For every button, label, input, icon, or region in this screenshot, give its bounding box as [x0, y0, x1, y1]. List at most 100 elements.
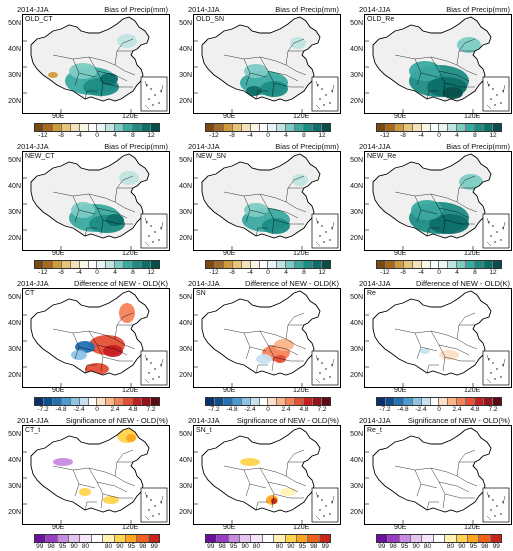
longitude-label: 120E — [464, 387, 481, 394]
colorbar-tick-label: 98 — [310, 543, 318, 550]
colorbar-labels: -7.2 -4.8 -2.4 0 2.4 4.8 7.2 — [376, 406, 502, 414]
longitude-label: 120E — [122, 113, 139, 120]
colorbar-swatch — [88, 124, 98, 131]
province-border — [444, 219, 475, 225]
colorbar-tick-label: 0 — [437, 406, 441, 413]
colorbar-swatch — [97, 124, 107, 131]
province-border — [96, 344, 128, 356]
colorbar-swatch — [377, 398, 386, 405]
colorbar-tick-label: 99 — [150, 543, 158, 550]
panel-title: Significance of NEW - OLD(%) — [65, 416, 168, 425]
map-frame: Re_t — [364, 425, 512, 525]
province-border — [223, 191, 277, 199]
panel-title: Bias of Precip(mm) — [446, 5, 510, 14]
colorbar-swatch — [421, 261, 431, 268]
china-border — [372, 427, 492, 513]
map-frame: SN_t — [193, 425, 341, 525]
province-border — [102, 356, 133, 362]
map-frame: OLD_CT — [22, 14, 170, 114]
colorbar-swatch — [394, 398, 404, 405]
colorbar-tick-label: -12 — [209, 269, 219, 276]
colorbar-tick-label: 90 — [412, 543, 420, 550]
longitude-label: 90E — [223, 250, 236, 257]
colorbar-swatch — [88, 261, 98, 268]
china-map — [194, 153, 339, 250]
latitude-label: 50N — [179, 294, 192, 301]
colorbar-tick-label: -8 — [229, 269, 235, 276]
colorbar-tick-label: 0 — [95, 132, 99, 139]
longitude-label: 90E — [223, 387, 236, 394]
colorbar-swatch — [43, 261, 53, 268]
period-label: 2014-JJA — [17, 416, 49, 425]
field-patch — [117, 34, 137, 48]
map-panel: 2014-JJA Bias of Precip(mm) 50N 40N 30N 20N 90… — [343, 5, 513, 139]
province-border — [104, 471, 136, 487]
province-border — [78, 72, 96, 78]
experiment-label: OLD_Re — [367, 16, 395, 23]
south-china-sea-inset — [140, 213, 168, 249]
longitude-label: 90E — [52, 387, 65, 394]
colorbar-tick-label: 4 — [284, 269, 288, 276]
colorbar-tick-label: -8 — [400, 269, 406, 276]
province-border — [78, 346, 96, 352]
colorbar-swatch — [61, 124, 71, 131]
south-china-sea-inset — [311, 487, 339, 523]
period-label: 2014-JJA — [17, 5, 49, 14]
colorbar-swatch — [259, 261, 269, 268]
colorbar-labels: 99 98 95 90 80 80 90 95 98 99 — [205, 543, 331, 551]
longitude-label: 120E — [122, 387, 139, 394]
latitude-label: 20N — [8, 509, 21, 516]
province-border — [259, 467, 275, 509]
period-label: 2014-JJA — [17, 279, 49, 288]
province-border — [456, 449, 476, 477]
colorbar-labels: -7.2 -4.8 -2.4 0 2.4 4.8 7.2 — [205, 406, 331, 414]
colorbar-tick-label: 12 — [147, 132, 155, 139]
field-patch — [75, 341, 95, 353]
field-patch — [48, 72, 58, 78]
colorbar-swatch — [475, 398, 485, 405]
colorbar-tick-label: 95 — [59, 543, 67, 550]
latitude-label: 50N — [179, 157, 192, 164]
colorbar-swatch — [214, 124, 224, 131]
colorbar-swatch — [80, 535, 92, 542]
colorbar-swatch — [70, 398, 80, 405]
china-map — [23, 16, 168, 113]
colorbar-tick-label: 0 — [95, 406, 99, 413]
panel-title: Difference of NEW - OLD(K) — [73, 279, 168, 288]
colorbar-tick-label: 8 — [473, 269, 477, 276]
province-border — [420, 72, 438, 78]
colorbar-swatch — [223, 261, 233, 268]
longitude-label: 90E — [223, 524, 236, 531]
latitude-label: 40N — [179, 457, 192, 464]
china-border — [372, 153, 492, 239]
latitude-label: 50N — [8, 157, 21, 164]
field-patch — [280, 488, 296, 496]
panel-title: Significance of NEW - OLD(%) — [407, 416, 510, 425]
colorbar-swatch — [304, 124, 314, 131]
south-china-sea-inset — [482, 350, 510, 386]
colorbar-swatch — [241, 124, 251, 131]
colorbar-swatch — [394, 261, 404, 268]
longitude-label: 90E — [52, 113, 65, 120]
colorbar-swatch — [475, 261, 485, 268]
colorbar-swatch — [52, 124, 62, 131]
province-border — [78, 483, 96, 489]
province-border — [394, 465, 448, 473]
colorbar-tick-label: 95 — [401, 543, 409, 550]
province-border — [267, 344, 299, 356]
experiment-label: NEW_SN — [196, 153, 226, 160]
colorbar-swatch — [466, 124, 476, 131]
latitude-label: 40N — [8, 46, 21, 53]
colorbar-tick-label: 8 — [302, 132, 306, 139]
colorbar: -12 -8 -4 0 4 8 12 — [205, 260, 331, 277]
colorbar-swatches — [34, 260, 160, 269]
province-border — [446, 197, 478, 213]
map-panel: 2014-JJA Bias of Precip(mm) 50N 40N 30N 20N 90… — [1, 142, 171, 276]
colorbar-tick-label: 12 — [489, 269, 497, 276]
colorbar-swatch — [439, 261, 449, 268]
colorbar-swatches — [205, 397, 331, 406]
map-frame: NEW_SN — [193, 151, 341, 251]
colorbar-swatch — [241, 261, 251, 268]
colorbar-swatch — [457, 124, 467, 131]
colorbar-swatch — [466, 398, 476, 405]
